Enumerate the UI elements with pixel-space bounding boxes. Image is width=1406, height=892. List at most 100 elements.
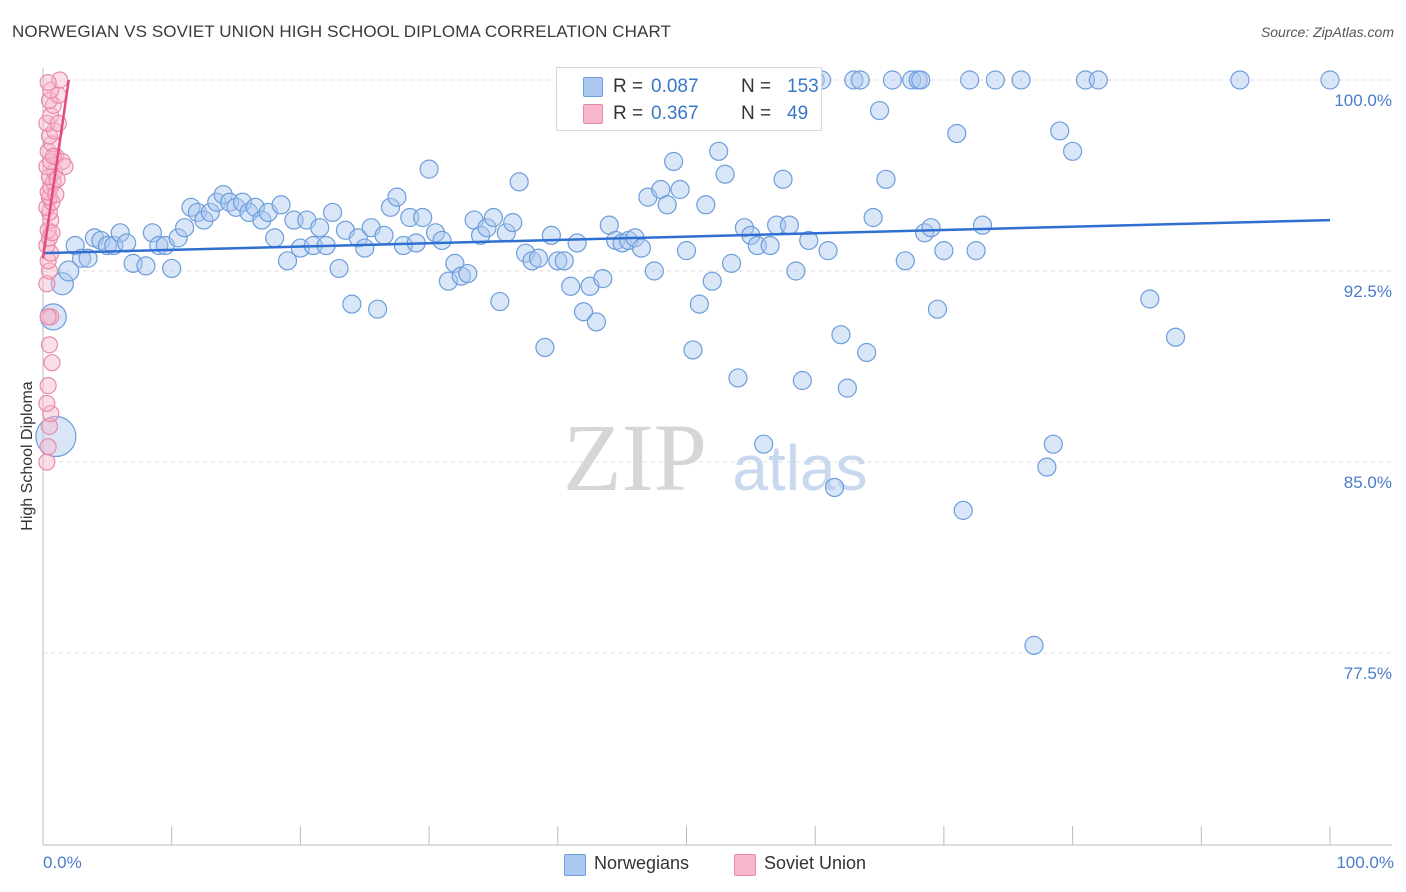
norwegians-point: [541, 225, 561, 245]
chart-title: NORWEGIAN VS SOVIET UNION HIGH SCHOOL DI…: [12, 22, 672, 41]
norwegians-point: [837, 378, 857, 398]
norwegians-point: [355, 238, 375, 258]
norwegians-point: [490, 291, 510, 312]
norwegians-point: [477, 218, 497, 238]
soviet-union-point: [38, 275, 56, 293]
y-tick-label: 85.0%: [1344, 473, 1392, 492]
norwegians-point: [831, 325, 851, 345]
norwegians-point: [586, 312, 607, 332]
norwegians-point: [631, 238, 652, 258]
soviet-union-point: [48, 170, 66, 188]
norwegians-point: [960, 70, 980, 90]
norwegians-point: [35, 415, 77, 458]
x-tick-label-right: 100.0%: [1336, 853, 1394, 872]
norwegians-point: [927, 299, 948, 319]
norwegians-point: [561, 276, 581, 296]
norwegians-point: [985, 70, 1005, 90]
soviet-union-point: [40, 127, 59, 145]
norwegians-point: [438, 271, 459, 291]
norwegians-point: [670, 179, 690, 200]
norwegians-point: [683, 340, 703, 360]
norwegians-point: [966, 241, 986, 261]
r-label: R =: [613, 103, 644, 124]
norwegians-point: [348, 228, 368, 248]
n-value: 49: [787, 103, 809, 124]
soviet-union-point: [38, 394, 56, 413]
norwegians-point: [548, 251, 568, 271]
norwegians-point: [509, 172, 529, 192]
norwegians-point: [329, 258, 349, 279]
norwegians-point: [374, 225, 394, 245]
norwegians-point: [91, 230, 111, 251]
norwegians-point: [72, 248, 92, 268]
grid-lines: [43, 79, 1392, 654]
norwegians-point: [58, 260, 80, 282]
soviet-union-point: [40, 417, 59, 435]
norwegians-point: [252, 210, 272, 230]
norwegians-point: [895, 251, 915, 271]
n-label: N =: [741, 103, 772, 124]
soviet-union-point: [39, 377, 57, 395]
trend-lines: [41, 79, 1331, 259]
norwegians-point: [1140, 289, 1160, 309]
norwegians-point: [516, 243, 536, 263]
norwegians-point: [715, 164, 735, 184]
norwegians-point: [934, 241, 954, 261]
norwegians-point: [876, 169, 896, 189]
norwegians-point: [78, 248, 98, 268]
norwegians-point: [232, 192, 253, 212]
norwegians-point: [882, 70, 903, 90]
norwegians-legend-swatch: [564, 854, 586, 876]
norwegians-point: [911, 70, 931, 90]
norwegians-point: [953, 500, 973, 520]
norwegians-point: [528, 248, 549, 268]
n-label: N =: [741, 76, 772, 97]
norwegians-point: [702, 271, 722, 291]
norwegians-point: [863, 207, 883, 228]
norwegians-point: [1024, 635, 1044, 655]
y-tick-label: 77.5%: [1344, 664, 1392, 683]
norwegians-point: [818, 241, 838, 261]
legend-label: Soviet Union: [764, 853, 867, 873]
norwegians-point: [799, 230, 819, 251]
soviet-union-point: [42, 405, 60, 423]
norwegians-point: [535, 337, 555, 357]
soviet-union-swatch: [583, 104, 603, 124]
y-tick-label: 100.0%: [1334, 91, 1392, 110]
norwegians-point: [310, 218, 330, 238]
norwegians-point: [947, 123, 967, 144]
norwegians-point: [213, 185, 233, 205]
norwegians-point: [1320, 70, 1340, 90]
legend-label: Norwegians: [594, 853, 690, 873]
norwegians-point: [458, 263, 478, 284]
norwegians-point: [322, 202, 343, 223]
norwegians-point: [773, 169, 793, 189]
norwegians-point: [786, 261, 806, 281]
x-tick-label-left: 0.0%: [43, 853, 82, 872]
norwegians-point: [419, 159, 439, 179]
norwegians-point: [657, 195, 677, 215]
norwegians-swatch: [583, 77, 603, 97]
norwegians-point: [425, 223, 446, 243]
norwegians-point: [1088, 70, 1108, 90]
watermark: ZIP atlas: [563, 404, 868, 511]
norwegians-point: [117, 233, 137, 253]
norwegians-point: [760, 235, 780, 256]
norwegians-point: [432, 230, 452, 251]
soviet-union-point: [43, 354, 61, 372]
norwegians-point: [226, 197, 246, 217]
r-value: 0.087: [651, 76, 699, 97]
norwegians-point: [689, 294, 709, 314]
norwegians-point: [1062, 141, 1083, 161]
norwegians-point: [721, 253, 742, 273]
norwegians-point: [342, 294, 362, 314]
r-value: 0.367: [651, 103, 699, 124]
norwegians-point: [50, 272, 74, 296]
y-tick-label: 92.5%: [1344, 282, 1392, 301]
norwegians-point: [914, 223, 935, 243]
soviet-union-point: [39, 73, 57, 92]
norwegians-point: [194, 210, 214, 230]
norwegians-point: [676, 241, 697, 261]
norwegians-point: [554, 251, 574, 271]
